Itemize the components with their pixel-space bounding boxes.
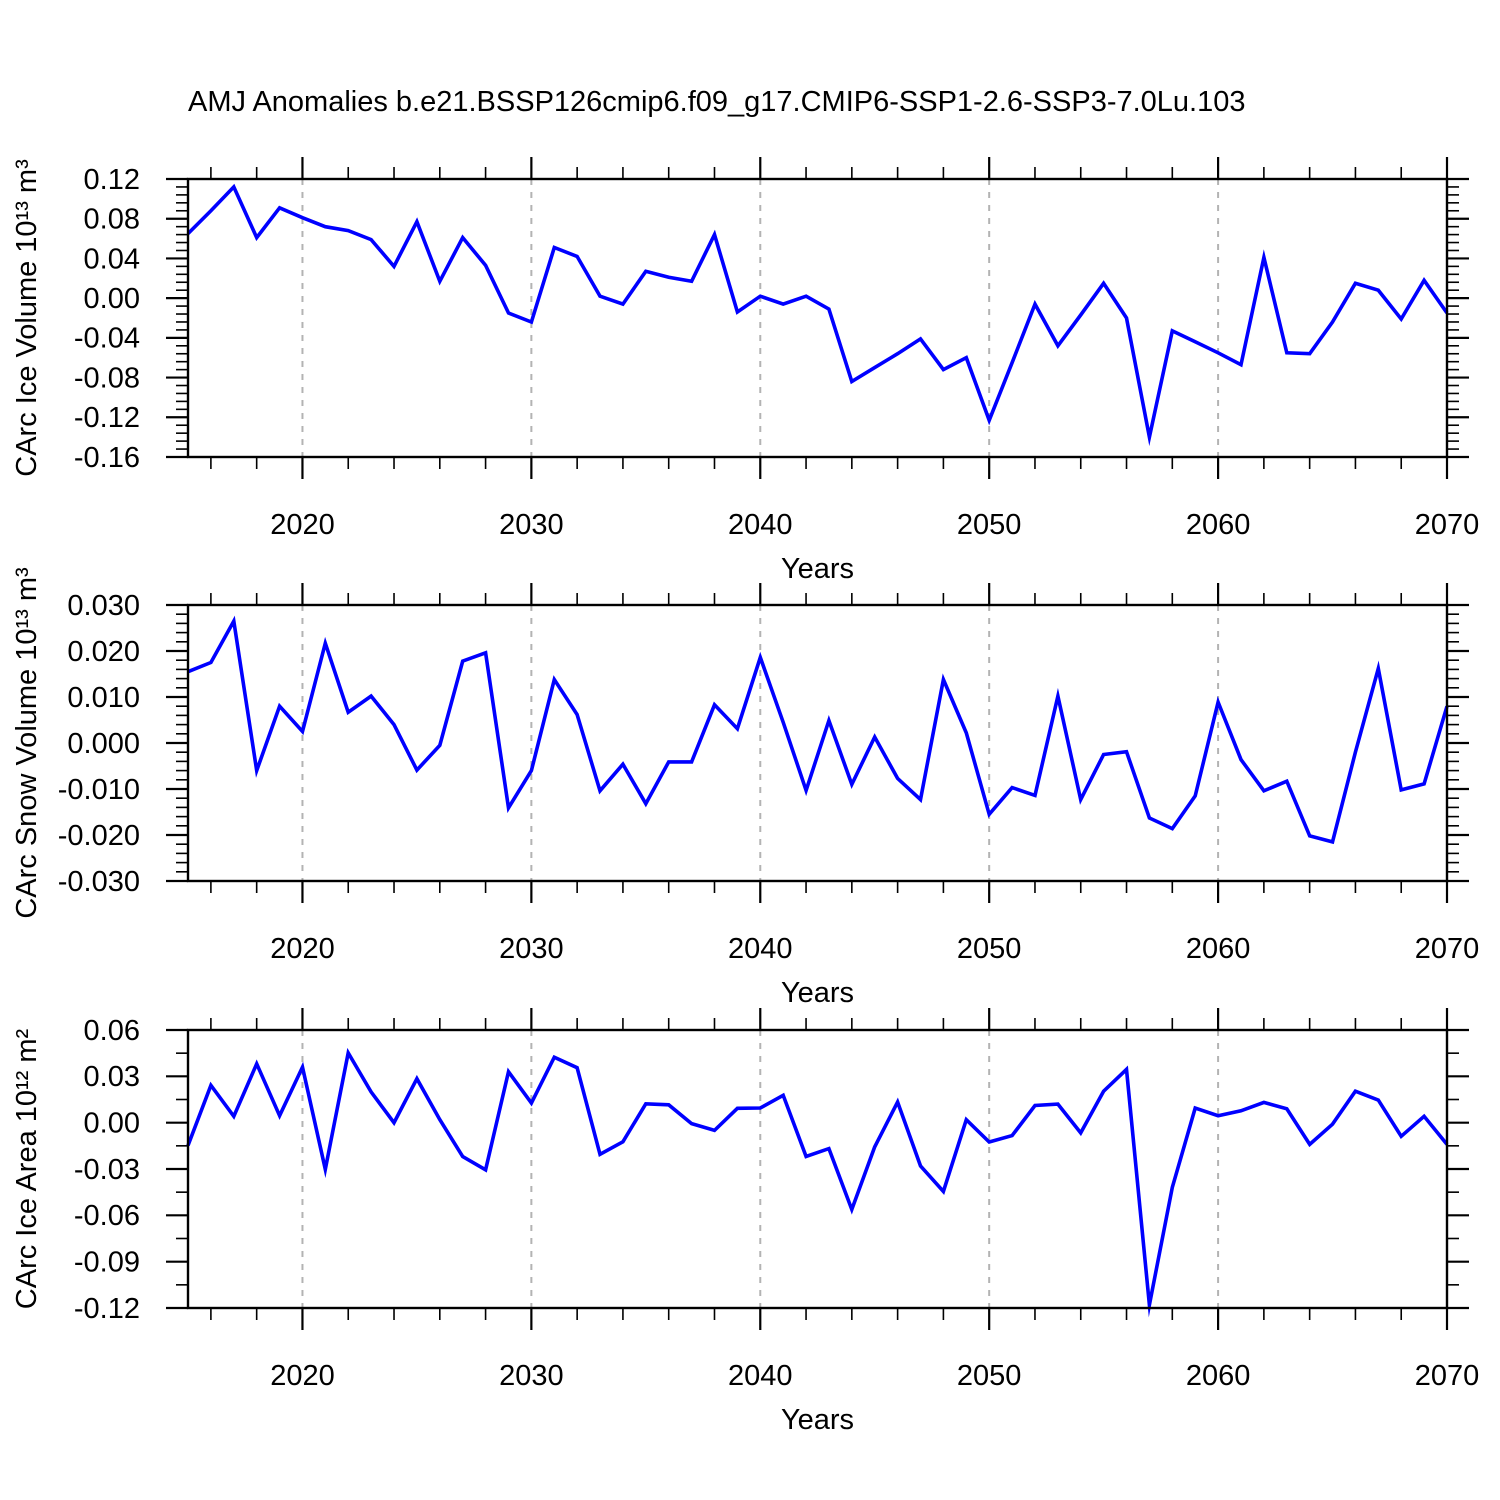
y-tick-label: 0.06 [84, 1015, 140, 1047]
y-tick-label: -0.03 [74, 1154, 140, 1186]
x-tick-label: 2060 [1186, 509, 1251, 541]
y-tick-label: -0.09 [74, 1247, 140, 1279]
x-axis-title: Years [781, 1404, 854, 1436]
y-tick-label: 0.020 [67, 636, 140, 668]
x-tick-label: 2070 [1415, 509, 1480, 541]
x-tick-label: 2040 [728, 1360, 793, 1392]
y-axis-title: CArc Ice Volume 10¹³ m³ [11, 159, 43, 477]
x-tick-label: 2050 [957, 933, 1022, 965]
y-tick-label: -0.030 [58, 866, 140, 898]
y-tick-label: -0.020 [58, 820, 140, 852]
plot-frame [186, 1028, 1449, 1310]
y-tick-label: 0.010 [67, 682, 140, 714]
y-tick-label: -0.08 [74, 362, 140, 394]
y-axis-title: CArc Snow Volume 10¹³ m³ [11, 567, 43, 919]
carc-snow-volume-line [187, 615, 1449, 845]
figure-title: AMJ Anomalies b.e21.BSSP126cmip6.f09_g17… [188, 86, 1246, 118]
x-tick-label: 2040 [728, 933, 793, 965]
y-tick-label: 0.04 [84, 243, 140, 275]
carc-snow-volume-chart: 0.030 0.020 0.010 0.000 -0.010 -0.020 -0.030 20… [11, 567, 1479, 1009]
y-tick-label: 0.12 [84, 164, 140, 196]
y-tick-label: -0.12 [74, 1293, 140, 1325]
y-tick-label: -0.06 [74, 1200, 140, 1232]
x-tick-label: 2020 [270, 933, 335, 965]
carc-ice-area-chart: 0.06 0.03 0.00 -0.03 -0.06 -0.09 -0.12 2020 2030… [11, 1008, 1479, 1436]
y-tick-label: -0.04 [74, 323, 140, 355]
x-tick-label: 2070 [1415, 1360, 1480, 1392]
y-tick-label: 0.00 [84, 1108, 140, 1140]
x-tick-label: 2070 [1415, 933, 1480, 965]
y-axis-title: CArc Ice Area 10¹² m² [11, 1028, 43, 1309]
x-tick-label: 2020 [270, 1360, 335, 1392]
y-tick-label: -0.12 [74, 402, 140, 434]
y-tick-label: 0.000 [67, 728, 140, 760]
plot-frame [186, 603, 1449, 883]
x-axis-title: Years [781, 553, 854, 585]
carc-ice-area-line [186, 1047, 1449, 1318]
plot-frame [186, 177, 1449, 459]
x-axis-title: Years [781, 977, 854, 1009]
x-tick-label: 2050 [957, 1360, 1022, 1392]
y-tick-label: 0.08 [84, 204, 140, 236]
y-tick-label: 0.03 [84, 1061, 140, 1093]
x-tick-label: 2060 [1186, 1360, 1251, 1392]
x-tick-label: 2050 [957, 509, 1022, 541]
x-tick-label: 2030 [499, 1360, 564, 1392]
y-tick-label: -0.16 [74, 442, 140, 474]
x-tick-label: 2060 [1186, 933, 1251, 965]
x-tick-label: 2020 [270, 509, 335, 541]
carc-ice-volume-chart: 0.12 0.08 0.04 0.00 -0.04 -0.08 -0.12 -0.16 2020… [11, 157, 1479, 585]
x-tick-label: 2030 [499, 933, 564, 965]
y-tick-label: 0.030 [67, 590, 140, 622]
x-tick-label: 2040 [728, 509, 793, 541]
x-tick-label: 2030 [499, 509, 564, 541]
y-tick-label: 0.00 [84, 283, 140, 315]
y-tick-label: -0.010 [58, 774, 140, 806]
carc-ice-volume-line [186, 183, 1449, 447]
